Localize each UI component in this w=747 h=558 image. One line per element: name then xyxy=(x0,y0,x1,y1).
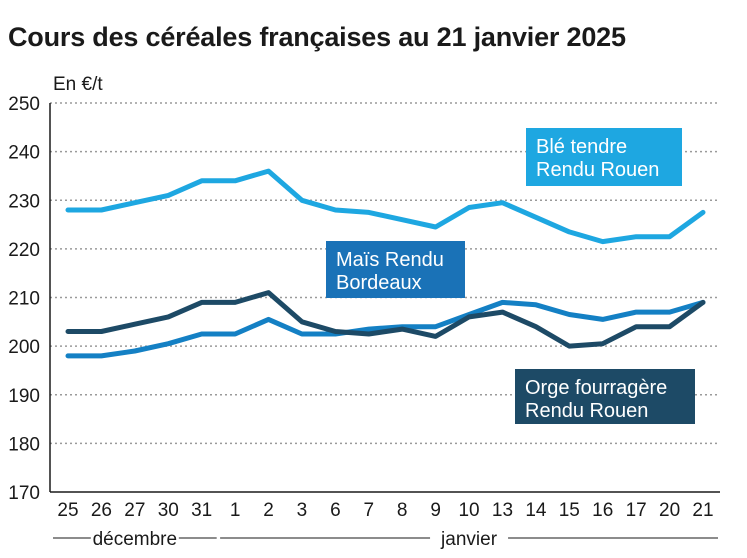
x-axis-ticks: 25 26 27 30 31 1 2 3 6 7 8 9 10 13 14 15 16 17 20 21 xyxy=(57,500,713,521)
series-line-1 xyxy=(65,299,706,359)
y-tick-label: 230 xyxy=(8,191,40,212)
chart-title: Cours des céréales françaises au 21 janv… xyxy=(8,22,626,52)
series-label-box xyxy=(526,128,682,186)
x-tick-label: 1 xyxy=(230,500,241,521)
y-tick-label: 200 xyxy=(8,337,40,358)
x-tick-label: 9 xyxy=(430,500,441,521)
series-line-0 xyxy=(65,168,706,245)
x-tick-label: 15 xyxy=(559,500,580,521)
series-label-text: Orge fourragère xyxy=(525,377,667,399)
x-tick-label: 31 xyxy=(191,500,212,521)
series-label-text: Bordeaux xyxy=(336,272,422,294)
month-label: janvier xyxy=(440,529,498,550)
x-tick-label: 14 xyxy=(525,500,547,521)
axes xyxy=(49,103,720,493)
series-label-text: Maïs Rendu xyxy=(336,249,444,271)
x-tick-label: 21 xyxy=(692,500,713,521)
y-tick-label: 170 xyxy=(8,483,40,504)
y-tick-label: 210 xyxy=(8,289,40,310)
month-label: décembre xyxy=(93,529,178,550)
x-tick-label: 26 xyxy=(91,500,112,521)
x-tick-label: 16 xyxy=(592,500,613,521)
series-label-text: Rendu Rouen xyxy=(525,400,648,422)
y-axis-ticks: 170 180 190 200 210 220 230 240 250 xyxy=(8,94,40,504)
series-line-2 xyxy=(65,290,706,349)
y-tick-label: 240 xyxy=(8,143,40,164)
x-tick-label: 17 xyxy=(626,500,647,521)
y-axis-unit-label: En €/t xyxy=(53,74,103,95)
y-tick-label: 180 xyxy=(8,434,40,455)
x-tick-label: 10 xyxy=(458,500,479,521)
x-tick-label: 3 xyxy=(297,500,308,521)
series-label-box xyxy=(326,241,465,298)
series-label-box xyxy=(515,369,695,424)
x-tick-label: 20 xyxy=(659,500,680,521)
x-tick-label: 13 xyxy=(492,500,513,521)
x-tick-label: 8 xyxy=(397,500,408,521)
x-tick-label: 25 xyxy=(57,500,78,521)
month-groups: décembre janvier xyxy=(53,529,718,550)
y-tick-label: 250 xyxy=(8,94,40,115)
x-tick-label: 2 xyxy=(263,500,274,521)
x-tick-label: 6 xyxy=(330,500,341,521)
series-label-text: Rendu Rouen xyxy=(536,159,659,181)
x-tick-label: 7 xyxy=(364,500,375,521)
y-tick-label: 220 xyxy=(8,240,40,261)
series-lines xyxy=(65,168,706,359)
x-tick-label: 27 xyxy=(124,500,145,521)
x-tick-label: 30 xyxy=(158,500,179,521)
y-tick-label: 190 xyxy=(8,386,40,407)
series-label-text: Blé tendre xyxy=(536,136,627,158)
